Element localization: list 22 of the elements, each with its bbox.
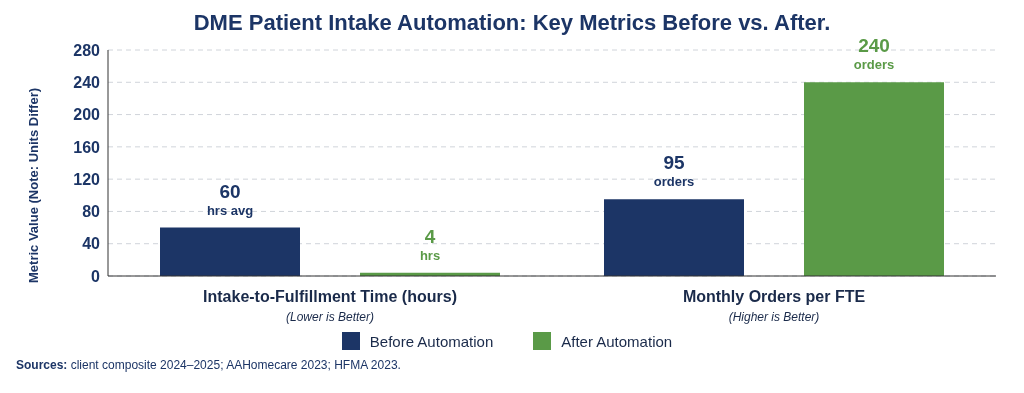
bar xyxy=(160,227,300,276)
legend-label: After Automation xyxy=(561,332,673,350)
legend-label: Before Automation xyxy=(369,332,494,350)
bar xyxy=(804,82,944,276)
source-note: Sources: client composite 2024–2025; AAHomecare 2023; HFMA 2023. xyxy=(16,358,402,372)
y-axis-title: Metric Value (Note: Units Differ) xyxy=(25,87,41,283)
y-tick-label: 0 xyxy=(91,267,101,285)
data-label: 4 hrs xyxy=(419,225,441,263)
y-tick-label: 120 xyxy=(73,170,101,188)
bar xyxy=(604,199,744,276)
x-tick-label: Monthly Orders per FTE (Higher is Better) xyxy=(682,288,866,324)
y-tick-label: 280 xyxy=(73,41,101,59)
y-tick-label: 160 xyxy=(73,138,101,156)
y-tick-label: 200 xyxy=(73,106,101,124)
y-tick-label: 240 xyxy=(73,73,101,91)
y-tick-label: 40 xyxy=(82,235,101,253)
data-label: 240 orders xyxy=(853,35,895,73)
data-label: 60 hrs avg xyxy=(206,180,254,218)
y-tick-label: 80 xyxy=(82,203,101,221)
x-tick-label: Intake-to-Fulfillment Time (hours) (Lower is Better) xyxy=(203,288,457,324)
chart-title: DME Patient Intake Automation: Key Metrics Before vs. After. xyxy=(193,10,831,35)
data-label: 95 orders xyxy=(653,152,695,190)
